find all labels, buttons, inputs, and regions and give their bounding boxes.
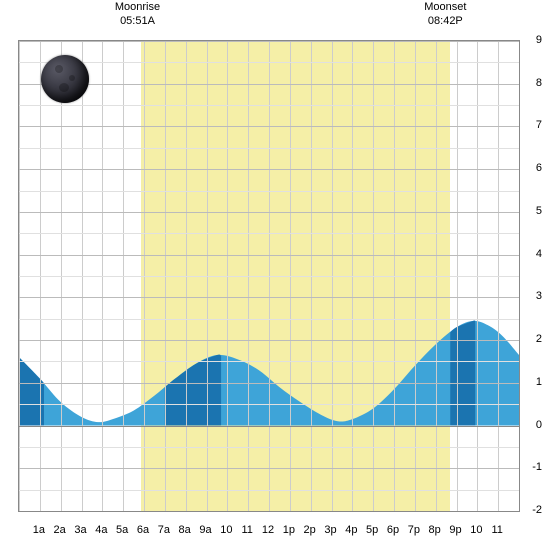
moonset-title: Moonset: [424, 0, 466, 14]
moonrise-title: Moonrise: [115, 0, 160, 14]
x-tick-label: 7p: [408, 524, 420, 536]
tide-chart: Moonrise 05:51A Moonset 08:42P -2-101234…: [0, 0, 550, 550]
y-tick-label: 5: [536, 205, 542, 217]
x-tick-label: 12: [262, 524, 274, 536]
y-tick-label: 9: [536, 34, 542, 46]
x-tick-label: 6a: [137, 524, 149, 536]
x-tick-label: 8p: [429, 524, 441, 536]
x-tick-label: 7a: [158, 524, 170, 536]
x-tick-label: 3p: [324, 524, 336, 536]
plot-area: [18, 40, 520, 512]
x-tick-label: 9a: [199, 524, 211, 536]
y-tick-label: 1: [536, 376, 542, 388]
moonset-time: 08:42P: [424, 14, 466, 28]
moonrise-time: 05:51A: [115, 14, 160, 28]
moon-icon: [41, 55, 89, 103]
y-tick-label: 6: [536, 162, 542, 174]
x-tick-label: 3a: [74, 524, 86, 536]
x-tick-label: 2p: [304, 524, 316, 536]
moonrise-label: Moonrise 05:51A: [115, 0, 160, 29]
x-tick-label: 9p: [449, 524, 461, 536]
x-tick-label: 1a: [33, 524, 45, 536]
x-tick-label: 8a: [179, 524, 191, 536]
x-tick-label: 6p: [387, 524, 399, 536]
x-tick-label: 11: [491, 524, 502, 536]
top-labels: Moonrise 05:51A Moonset 08:42P: [0, 0, 550, 40]
y-tick-label: -1: [532, 461, 542, 473]
x-tick-label: 4a: [95, 524, 107, 536]
x-axis: 1a 2a 3a 4a 5a 6a 7a 8a 9a 10 11 12 1p 2p 3p 4p 5p 6p 7p 8p…: [18, 524, 518, 544]
x-tick-label: 10: [220, 524, 232, 536]
x-tick-label: 10: [470, 524, 482, 536]
x-tick-label: 4p: [345, 524, 357, 536]
y-tick-label: 7: [536, 119, 542, 131]
x-tick-label: 5a: [116, 524, 128, 536]
x-tick-label: 11: [241, 524, 252, 536]
y-tick-label: 2: [536, 333, 542, 345]
x-tick-label: 1p: [283, 524, 295, 536]
y-tick-label: -2: [532, 504, 542, 516]
y-tick-label: 8: [536, 77, 542, 89]
moonset-label: Moonset 08:42P: [424, 0, 466, 29]
y-axis: -2-10123456789: [522, 40, 542, 510]
y-tick-label: 4: [536, 248, 542, 260]
x-tick-label: 2a: [54, 524, 66, 536]
y-tick-label: 0: [536, 419, 542, 431]
x-tick-label: 5p: [366, 524, 378, 536]
y-tick-label: 3: [536, 290, 542, 302]
